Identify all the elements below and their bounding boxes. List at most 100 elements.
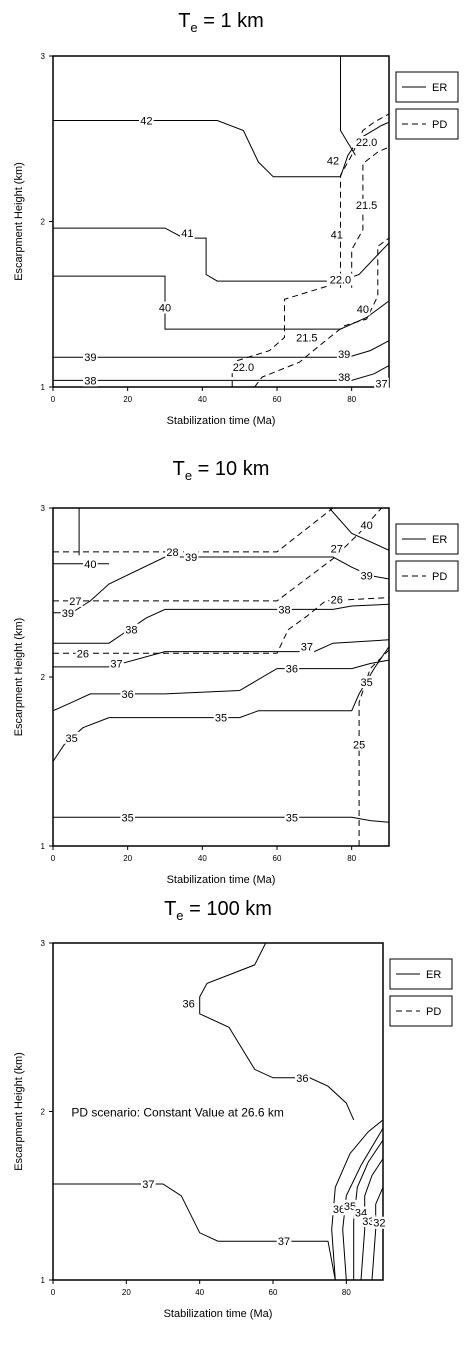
panel3-ylabel: Escarpment Height (km) bbox=[13, 1052, 25, 1171]
panel2-contour-label: 39 bbox=[360, 571, 372, 583]
panel2-contour-solid-8 bbox=[328, 508, 389, 551]
panel2-contour-label: 26 bbox=[77, 648, 89, 660]
panel2-contour-label-bg bbox=[213, 711, 229, 724]
panel1-group: Te = 1 km 0 20 40 60 80 1 2 3 Stabilization time … bbox=[13, 10, 459, 427]
panel3-contour-solid-7 bbox=[371, 1187, 383, 1280]
panel1-contour-dashed-8 bbox=[340, 113, 389, 288]
panel1-contour-label: 42 bbox=[327, 155, 339, 167]
panel2-contour-label: 27 bbox=[69, 596, 81, 608]
panel2-xtick-label: 40 bbox=[198, 854, 207, 863]
panel1-contour-label: 21.5 bbox=[356, 200, 377, 212]
panel3-contour-label-bg bbox=[361, 1215, 376, 1228]
panel2-legend-label: PD bbox=[432, 571, 447, 583]
panel1-contour-label-bg bbox=[326, 273, 355, 286]
panel3-contour-label-bg bbox=[181, 997, 196, 1010]
panel2-contour-label: 28 bbox=[166, 547, 178, 559]
panel1-contour-label-bg bbox=[229, 361, 257, 374]
panel1-contour-dashed-9 bbox=[351, 146, 389, 288]
panel1-contour-label: 40 bbox=[357, 304, 369, 316]
panel1-xlabel: Stabilization time (Ma) bbox=[167, 415, 276, 427]
panel2-plot-frame bbox=[52, 507, 390, 847]
panel1-contour-label-bg bbox=[83, 351, 98, 364]
panel2-group: Te = 10 km 0 20 40 60 80 1 2 3 Stabilization time… bbox=[13, 458, 459, 886]
panel2-contour-label-bg bbox=[183, 551, 199, 564]
panel2-contour-label-bg bbox=[359, 518, 374, 531]
panel3-contour-label: 37 bbox=[278, 1236, 290, 1248]
panel2-contour-label: 26 bbox=[331, 594, 343, 606]
panel3-contour-label-bg bbox=[372, 1216, 387, 1229]
panel2-contour-label-bg bbox=[351, 738, 367, 751]
panel2-contour-label: 36 bbox=[286, 664, 298, 676]
panel2-contour-label-bg bbox=[120, 811, 135, 824]
panel1-contour-label: 42 bbox=[140, 116, 152, 128]
panel3-legend-label: PD bbox=[426, 1006, 441, 1018]
panel3-ytick-label: 2 bbox=[41, 1108, 46, 1117]
panel2-contour-label: 35 bbox=[360, 677, 372, 689]
panel2-contour-label-bg bbox=[359, 676, 374, 689]
panel1-contour-label-bg bbox=[325, 154, 341, 167]
panel3-contour-label-bg bbox=[295, 1071, 310, 1084]
panel2-ytick-label: 3 bbox=[41, 504, 46, 513]
panel3-title: Te = 100 km bbox=[164, 898, 272, 923]
panel2-contour-label-bg bbox=[329, 593, 345, 606]
panel1-contour-label: 22.0 bbox=[356, 137, 377, 149]
panel1-contour-label-bg bbox=[329, 228, 345, 241]
panel1-plot-frame bbox=[52, 55, 390, 388]
panel2-contour-label-bg bbox=[124, 623, 139, 636]
panel2-title-sub: e bbox=[185, 468, 192, 483]
panel2-contour-label-bg bbox=[75, 647, 91, 660]
panel1-legend-box bbox=[395, 108, 459, 140]
panel3-xlabel: Stabilization time (Ma) bbox=[164, 1308, 273, 1320]
panel1-contour-label-bg bbox=[157, 301, 173, 314]
panel2-xtick-label: 60 bbox=[273, 854, 282, 863]
panel2-contour-solid-13 bbox=[53, 816, 389, 823]
panel1-xtick-label: 40 bbox=[198, 395, 207, 404]
panel2-contour-label-bg bbox=[165, 545, 180, 558]
panel3-ytick-label: 1 bbox=[41, 1276, 46, 1285]
panel1-contour-label: 38 bbox=[84, 375, 96, 387]
panel2-contour-label: 35 bbox=[215, 713, 227, 725]
panel2-contour-label-bg bbox=[68, 594, 83, 607]
panel3-contour-label-bg bbox=[331, 1203, 347, 1216]
panel3-title-rest: = 100 km bbox=[184, 898, 272, 920]
panel2-contour-label-bg bbox=[359, 569, 374, 582]
panel2-xlabel: Stabilization time (Ma) bbox=[167, 874, 276, 886]
panel1-contour-label-bg bbox=[139, 114, 154, 127]
panel1-title-sub: e bbox=[190, 20, 197, 35]
panel2-xtick-label: 0 bbox=[51, 854, 56, 863]
panel2-contour-label-bg bbox=[60, 606, 76, 619]
panel2-xtick-label: 80 bbox=[347, 854, 356, 863]
panel2-legend-label: ER bbox=[432, 534, 447, 546]
panel1-ylabel: Escarpment Height (km) bbox=[13, 162, 25, 281]
panel2-contour-label: 35 bbox=[66, 733, 78, 745]
panel1-xtick-label: 80 bbox=[347, 395, 356, 404]
panel3-contour-label-bg bbox=[342, 1199, 358, 1212]
panel1-title-rest: = 1 km bbox=[198, 10, 264, 32]
panel2-contour-label-bg bbox=[277, 603, 292, 616]
panel2-contour-label: 35 bbox=[286, 812, 298, 824]
panel2-ytick-label: 2 bbox=[41, 673, 46, 682]
panel1-contour-label-bg bbox=[336, 371, 352, 384]
panel3-contour-solid-4 bbox=[342, 1128, 383, 1280]
panel2-legend-box bbox=[395, 560, 459, 592]
panel1-xtick-label: 20 bbox=[123, 395, 132, 404]
panel3-contour-solid-2 bbox=[53, 1183, 336, 1280]
panel2-xtick-label: 20 bbox=[123, 854, 132, 863]
panel1-title: Te = 1 km bbox=[178, 10, 264, 35]
panel1-ytick-label: 1 bbox=[41, 383, 46, 392]
panel2-title: Te = 10 km bbox=[173, 458, 270, 483]
panel1-contour-dashed-11 bbox=[254, 237, 389, 387]
panel1-ytick-label: 3 bbox=[41, 52, 46, 61]
panel1-xtick-label: 0 bbox=[51, 395, 56, 404]
panel2-contour-label-bg bbox=[299, 640, 315, 653]
panel1-contour-label: 39 bbox=[84, 352, 96, 364]
panel3-contour-solid-1 bbox=[199, 943, 355, 1121]
panel3-contour-solid-6 bbox=[360, 1158, 383, 1280]
panel2-contour-label-bg bbox=[284, 811, 300, 824]
panel2-contour-solid-11 bbox=[53, 659, 389, 712]
panel1-contour-label: 41 bbox=[331, 230, 343, 242]
panel3-contour-label: 36 bbox=[183, 999, 195, 1011]
panel3-legend-label: ER bbox=[426, 969, 441, 981]
panel1-contour-solid-7 bbox=[340, 56, 356, 156]
